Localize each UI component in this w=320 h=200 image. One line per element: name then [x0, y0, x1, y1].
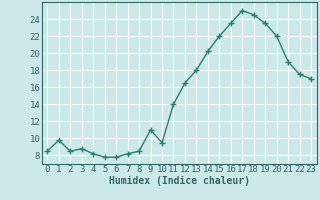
- X-axis label: Humidex (Indice chaleur): Humidex (Indice chaleur): [109, 176, 250, 186]
